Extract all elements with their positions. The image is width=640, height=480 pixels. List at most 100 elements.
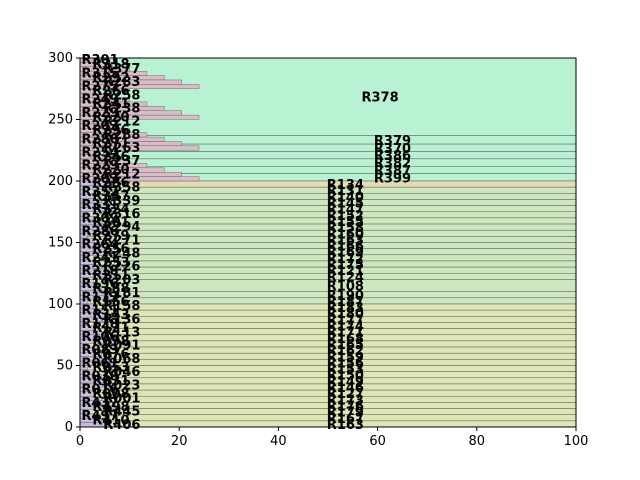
left-column-label: R220 [92,110,129,125]
left-column-label: R248 [103,246,140,261]
region-label: R162 [327,344,364,359]
region-label: R145 [327,197,364,212]
left-column-label: R249 [81,93,118,108]
left-column-label: R301 [81,53,118,68]
left-column-label: R128 [81,317,118,332]
left-column-label: R283 [103,75,140,90]
region-label: R147 [327,203,364,218]
left-column-label: R121 [92,321,129,336]
y-tick-label: 150 [48,236,73,251]
left-column-label: R294 [103,220,140,235]
left-column-label: R038 [81,369,118,384]
x-tick-label: 100 [564,434,589,449]
x-axis: 0 20 40 60 80 100 [76,427,589,449]
region-label: R168 [327,332,364,347]
left-column-label: R173 [81,290,118,305]
left-column-label: R196 [81,277,118,292]
region-label: R175 [327,258,364,273]
region-label: R165 [327,338,364,353]
left-column-label: R286 [81,225,118,240]
region-label: R169 [327,246,364,261]
left-column-label: R358 [103,181,140,196]
left-column-label: R218 [81,264,118,279]
left-column-label: R296 [92,123,129,138]
left-column-label: R316 [103,207,140,222]
left-column-label: R181 [103,286,140,301]
treemap-regions [79,57,577,428]
region-label: R387 [374,164,411,179]
left-column-label: R264 [81,238,118,253]
left-column-label: R053 [92,361,129,376]
region-label: R386 [374,149,411,164]
left-column-label: R158 [103,299,140,314]
left-column-label: R203 [103,273,140,288]
region-label: R166 [327,240,364,255]
region-label: R382 [374,157,411,172]
left-column-label: R254 [81,145,118,160]
region-label: R370 [374,142,411,157]
y-tick-label: 250 [48,113,73,128]
region-label: R160 [327,227,364,242]
left-column-label: R280 [81,132,118,147]
region-label: R156 [327,356,364,371]
left-column-label: R246 [92,150,129,165]
left-column-label: R339 [103,194,140,209]
region-label: R171 [327,326,364,341]
region-label: R159 [327,350,364,365]
y-tick-label: 50 [56,359,73,374]
left-column-label: R106 [81,330,118,345]
left-column-label: R016 [81,383,118,398]
left-column-label: R220 [92,163,129,178]
region-label: R180 [327,307,364,322]
left-column-label: R498 [92,400,129,415]
x-tick-label: 20 [171,434,188,449]
left-column-label: R203 [81,172,118,187]
left-column-label: R212 [103,167,140,182]
region-label: R173 [327,393,364,408]
left-column-label: R046 [103,365,140,380]
region-label: R131 [327,184,364,199]
left-column-label: R229 [81,159,118,174]
region-label: R378 [362,91,399,106]
region-label: R146 [327,381,364,396]
y-tick-label: 0 [65,420,73,435]
region-label: R155 [327,215,364,230]
region-label: R187 [327,295,364,310]
left-column-labels: R301R318R377R315R292R283R275R266R258R249… [81,53,140,433]
left-column-label: R271 [92,137,129,152]
left-column-label: R061 [81,356,118,371]
left-column-label: R203 [81,119,118,134]
left-column-label: R301 [92,216,129,231]
region-label: R174 [327,320,364,335]
region-label: R124 [327,270,364,285]
region-label: R163 [327,418,364,433]
left-column-label: R275 [81,80,118,95]
region-label: R179 [327,406,364,421]
left-column-label: R288 [103,128,140,143]
region-label: R172 [327,252,364,267]
left-column-label: R445 [103,405,140,420]
left-column-label: R286 [92,176,129,191]
left-column-label: R143 [92,308,129,323]
left-column-label: R271 [103,233,140,248]
region-label: R134 [327,178,364,193]
left-column-label: R497 [81,409,118,424]
y-tick-label: 300 [48,51,73,66]
left-column-label: R352 [81,185,118,200]
left-column-label: R241 [92,97,129,112]
left-column-label: R238 [103,102,140,117]
left-column-label: R166 [92,295,129,310]
left-column-label: R212 [103,115,140,130]
left-column-label: R347 [92,189,129,204]
region-label: R190 [327,289,364,304]
left-column-label: R237 [103,154,140,169]
left-column-label: R068 [103,352,140,367]
region-label: R153 [327,363,364,378]
left-column-label: R377 [103,62,140,77]
left-column-label: R256 [92,242,129,257]
region-label: R399 [374,171,411,186]
region-label: R176 [327,399,364,414]
x-tick-label: 0 [76,434,84,449]
region-label: R152 [327,209,364,224]
